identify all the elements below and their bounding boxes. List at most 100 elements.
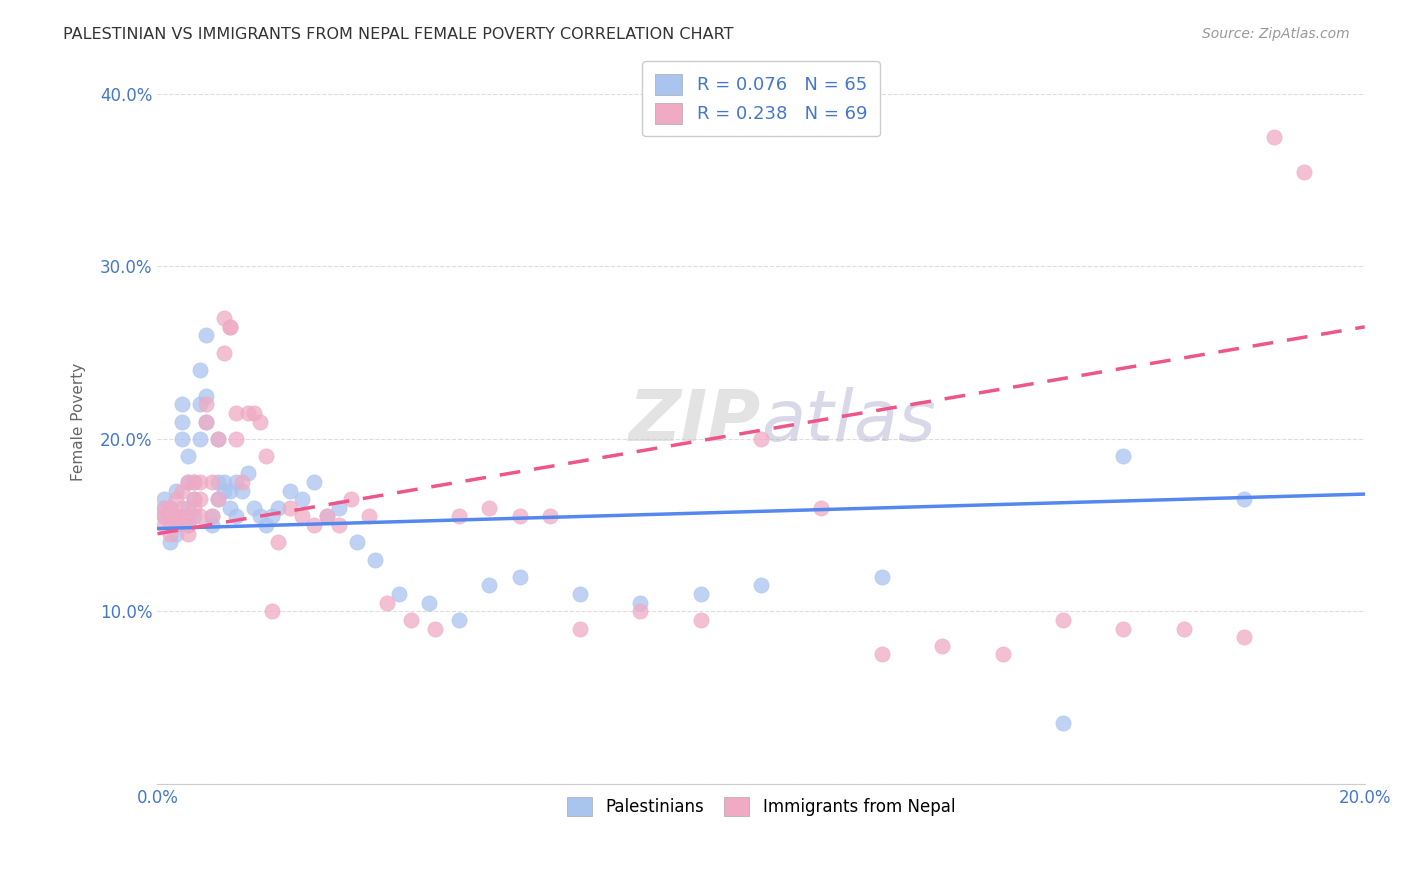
Point <box>569 622 592 636</box>
Point <box>212 345 235 359</box>
Point <box>262 604 284 618</box>
Point <box>176 518 198 533</box>
Point <box>1052 716 1074 731</box>
Point <box>159 535 181 549</box>
Point <box>225 432 247 446</box>
Point <box>225 406 247 420</box>
Point <box>291 509 314 524</box>
Point <box>1263 130 1285 145</box>
Point <box>328 500 350 515</box>
Point <box>165 509 187 524</box>
Point <box>418 596 440 610</box>
Point <box>628 596 651 610</box>
Point <box>991 648 1014 662</box>
Point <box>749 578 772 592</box>
Point <box>219 319 242 334</box>
Point <box>201 509 224 524</box>
Point <box>152 500 174 515</box>
Legend: Palestinians, Immigrants from Nepal: Palestinians, Immigrants from Nepal <box>557 787 965 826</box>
Point <box>219 483 242 498</box>
Point <box>509 570 531 584</box>
Point <box>159 500 181 515</box>
Point <box>375 596 398 610</box>
Text: Source: ZipAtlas.com: Source: ZipAtlas.com <box>1202 27 1350 41</box>
Point <box>219 500 242 515</box>
Point <box>1233 630 1256 644</box>
Point <box>159 509 181 524</box>
Point <box>201 475 224 489</box>
Point <box>165 518 187 533</box>
Point <box>188 509 211 524</box>
Point <box>159 526 181 541</box>
Point <box>165 492 187 507</box>
Point <box>188 397 211 411</box>
Point <box>339 492 361 507</box>
Point <box>225 509 247 524</box>
Point <box>267 535 290 549</box>
Point <box>152 509 174 524</box>
Point <box>328 518 350 533</box>
Point <box>219 319 242 334</box>
Point <box>165 526 187 541</box>
Point <box>194 415 217 429</box>
Point <box>159 500 181 515</box>
Point <box>628 604 651 618</box>
Point <box>236 406 259 420</box>
Point <box>176 509 198 524</box>
Point <box>1112 449 1135 463</box>
Point <box>304 475 326 489</box>
Point <box>810 500 832 515</box>
Point <box>425 622 447 636</box>
Point <box>170 509 193 524</box>
Point <box>538 509 561 524</box>
Point <box>315 509 337 524</box>
Point <box>243 500 266 515</box>
Point <box>1233 492 1256 507</box>
Point <box>183 500 205 515</box>
Point <box>254 518 277 533</box>
Point <box>176 475 198 489</box>
Point <box>212 483 235 498</box>
Point <box>249 415 271 429</box>
Point <box>212 475 235 489</box>
Point <box>689 587 711 601</box>
Point <box>262 509 284 524</box>
Point <box>152 509 174 524</box>
Point <box>176 449 198 463</box>
Point <box>188 432 211 446</box>
Point <box>170 432 193 446</box>
Y-axis label: Female Poverty: Female Poverty <box>72 362 86 481</box>
Point <box>249 509 271 524</box>
Point <box>152 500 174 515</box>
Point <box>231 475 253 489</box>
Point <box>267 500 290 515</box>
Point <box>159 509 181 524</box>
Point <box>931 639 953 653</box>
Point <box>449 613 471 627</box>
Point <box>176 518 198 533</box>
Point <box>188 475 211 489</box>
Point <box>1052 613 1074 627</box>
Point <box>188 363 211 377</box>
Point <box>689 613 711 627</box>
Point <box>449 509 471 524</box>
Text: PALESTINIAN VS IMMIGRANTS FROM NEPAL FEMALE POVERTY CORRELATION CHART: PALESTINIAN VS IMMIGRANTS FROM NEPAL FEM… <box>63 27 734 42</box>
Point <box>278 483 301 498</box>
Point <box>291 492 314 507</box>
Point <box>399 613 422 627</box>
Point <box>304 518 326 533</box>
Text: ZIP: ZIP <box>628 387 761 456</box>
Point <box>1294 164 1316 178</box>
Point <box>165 509 187 524</box>
Point <box>509 509 531 524</box>
Point <box>176 500 198 515</box>
Point <box>170 397 193 411</box>
Point <box>183 509 205 524</box>
Point <box>478 500 501 515</box>
Point <box>278 500 301 515</box>
Point <box>183 475 205 489</box>
Point <box>170 500 193 515</box>
Point <box>183 475 205 489</box>
Point <box>225 475 247 489</box>
Point <box>388 587 411 601</box>
